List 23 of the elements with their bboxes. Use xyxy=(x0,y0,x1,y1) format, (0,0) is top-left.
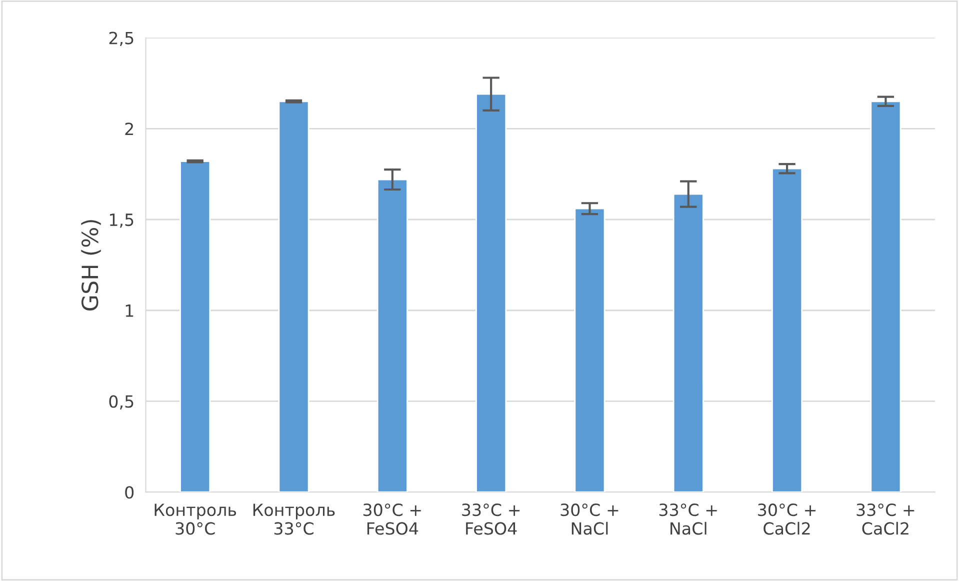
x-tick-label: 30°C + CaCl2 xyxy=(758,504,816,535)
x-tick-label: 33°C + CaCl2 xyxy=(856,504,914,535)
x-tick-label: Контроль 33°C xyxy=(253,504,335,535)
bar xyxy=(476,93,507,492)
bar xyxy=(772,168,803,492)
bar xyxy=(672,193,704,492)
y-tick-label: 1 xyxy=(126,304,134,317)
x-tick-label: 33°C + NaCl xyxy=(659,504,717,535)
x-tick-label: 30°C + NaCl xyxy=(560,504,618,535)
y-tick-label: 1,5 xyxy=(110,214,134,228)
x-tick-label: 30°C + FeSO4 xyxy=(363,504,421,535)
y-axis-title: GSH (%) xyxy=(81,220,101,310)
y-tick-label: 2,5 xyxy=(109,32,134,46)
x-tick-label: Контроль 30°C xyxy=(154,504,236,535)
bar xyxy=(574,208,606,492)
y-tick-label: 2 xyxy=(125,122,133,135)
y-tick-label: 0,5 xyxy=(109,395,134,410)
y-tick-label: 0 xyxy=(125,486,134,499)
bar xyxy=(376,178,408,492)
x-tick-label: 33°C + FeSO4 xyxy=(462,504,520,535)
bar xyxy=(278,100,310,492)
bar xyxy=(180,160,211,492)
bar xyxy=(870,100,902,492)
